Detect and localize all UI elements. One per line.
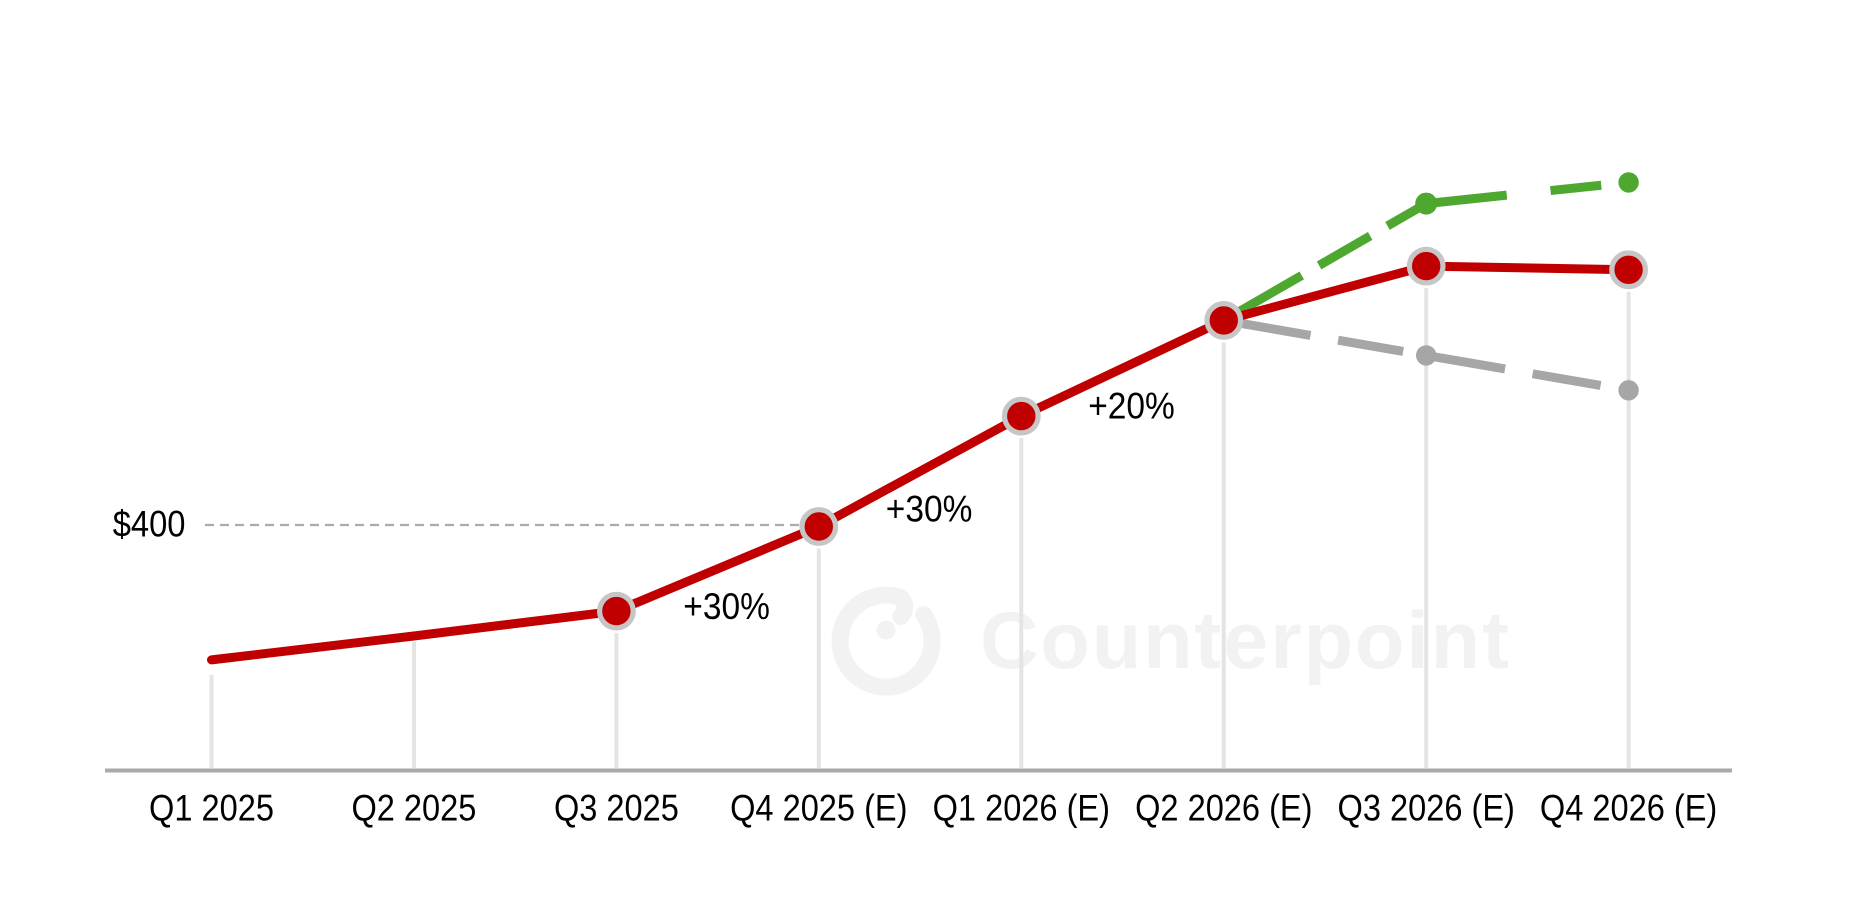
price-marker-q1-2026-e- — [1001, 396, 1041, 436]
price-marker-q4-2025-e- — [799, 507, 839, 546]
x-tick-label-3: Q3 2025 — [554, 788, 679, 829]
growth-annotation-3: +20% — [1088, 385, 1175, 426]
downside-scenario-line-segment-2 — [1425, 350, 1630, 395]
upside-scenario-line-segment-1 — [1221, 199, 1429, 325]
x-tick-label-6: Q2 2026 (E) — [1135, 788, 1312, 829]
watermark-logo-swirl-icon — [831, 586, 941, 696]
growth-annotation-1: +30% — [683, 586, 770, 627]
downside-scenario-line-segment-1 — [1223, 315, 1427, 360]
downside-marker-1 — [1416, 345, 1437, 366]
x-tick-label-1: Q1 2025 — [149, 788, 274, 829]
x-tick-label-8: Q4 2026 (E) — [1540, 788, 1717, 829]
x-tick-label-2: Q2 2025 — [351, 788, 476, 829]
x-tick-label-4: Q4 2025 (E) — [730, 788, 907, 829]
downside-marker-2 — [1618, 380, 1639, 401]
price-actual-and-base-line — [207, 261, 1634, 665]
x-tick-label-7: Q3 2026 (E) — [1338, 788, 1515, 829]
upside-scenario-line-segment-2 — [1425, 177, 1630, 209]
price-marker-q3-2026-e- — [1406, 246, 1446, 286]
price-marker-q2-2026-e- — [1204, 301, 1244, 340]
price-marker-q3-2025 — [597, 591, 636, 631]
watermark-text: Counterpoint — [980, 596, 1509, 686]
growth-annotation-2: +30% — [886, 488, 973, 529]
x-tick-label-5: Q1 2026 (E) — [933, 788, 1110, 829]
watermark-logo-dot-icon — [876, 620, 896, 640]
price-marker-q4-2026-e- — [1609, 250, 1648, 290]
upside-marker-2 — [1618, 172, 1639, 193]
y-axis-label-400: $400 — [113, 504, 186, 545]
upside-marker-1 — [1415, 192, 1438, 215]
